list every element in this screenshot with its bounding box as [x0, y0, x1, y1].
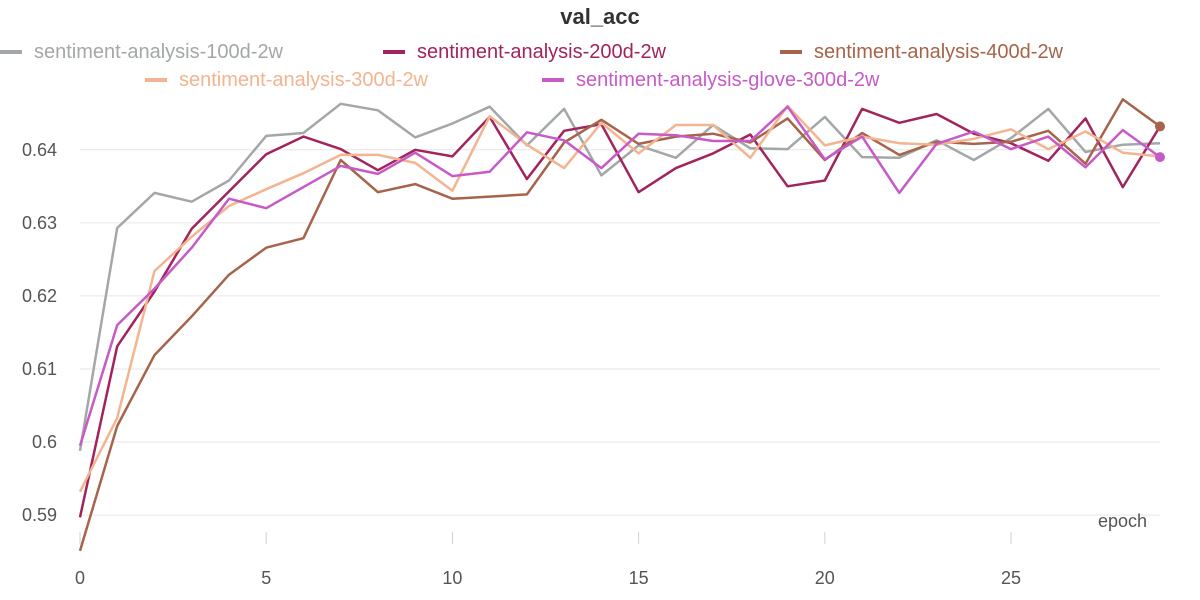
legend-item[interactable]: sentiment-analysis-glove-300d-2w [542, 69, 880, 91]
legend-item[interactable]: sentiment-analysis-200d-2w [383, 41, 667, 63]
series-end-point [1155, 152, 1165, 163]
y-axis-ticks: 0.59 0.6 0.61 0.62 0.63 0.64 [22, 140, 57, 525]
x-tick-label: 25 [1001, 568, 1021, 588]
y-tick-label: 0.62 [22, 286, 57, 306]
gridlines [80, 149, 1160, 516]
legend-label: sentiment-analysis-100d-2w [34, 41, 284, 63]
x-tick-label: 0 [75, 568, 85, 588]
legend-label: sentiment-analysis-400d-2w [814, 41, 1064, 63]
chart-title: val_acc [560, 4, 640, 29]
series-line[interactable] [78, 104, 1161, 493]
series-lines [78, 98, 1165, 552]
y-tick-label: 0.6 [32, 432, 57, 452]
x-tick-label: 10 [442, 568, 462, 588]
series-line[interactable] [78, 98, 1161, 552]
y-tick-label: 0.61 [22, 359, 57, 379]
legend: sentiment-analysis-100d-2w sentiment-anal… [0, 41, 1064, 91]
legend-item[interactable]: sentiment-analysis-400d-2w [780, 41, 1064, 63]
legend-item[interactable]: sentiment-analysis-100d-2w [0, 41, 284, 63]
legend-label: sentiment-analysis-glove-300d-2w [576, 69, 880, 91]
series-line[interactable] [78, 105, 1161, 447]
x-axis-ticks: 0 5 10 15 20 25 [75, 532, 1021, 588]
x-axis-label: epoch [1098, 511, 1147, 531]
series-line[interactable] [78, 107, 1162, 518]
legend-label: sentiment-analysis-300d-2w [179, 69, 429, 91]
legend-item[interactable]: sentiment-analysis-300d-2w [145, 69, 429, 91]
legend-label: sentiment-analysis-200d-2w [417, 41, 667, 63]
series-end-point [1155, 121, 1165, 132]
x-tick-label: 15 [629, 568, 649, 588]
x-tick-label: 20 [815, 568, 835, 588]
y-tick-label: 0.64 [22, 140, 57, 160]
y-tick-label: 0.59 [22, 505, 57, 525]
y-tick-label: 0.63 [22, 213, 57, 233]
x-tick-label: 5 [261, 568, 271, 588]
